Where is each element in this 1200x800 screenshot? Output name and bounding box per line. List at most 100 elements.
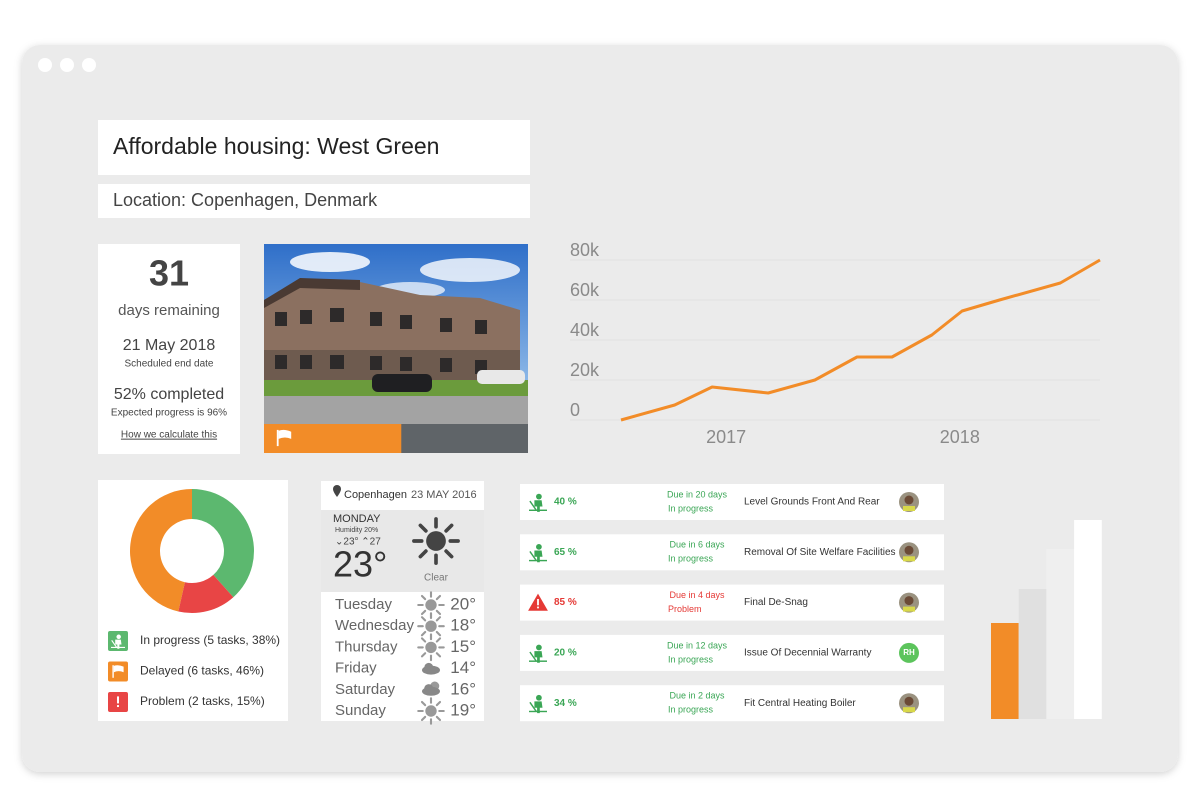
pin-icon [333,485,341,497]
forecast-day: Tuesday [335,596,392,613]
pie-slice [192,489,255,598]
task-percent: 85 % [554,597,577,608]
progress-fill [264,424,402,453]
sun-ray [435,715,442,722]
task-status: In progress [668,503,714,513]
task-status: Problem [668,604,702,614]
avatar-vest [903,506,915,511]
sun-core [425,620,437,632]
task-name: Issue Of Decennial Warranty [744,648,871,659]
legend-swatch [108,661,128,682]
forecast-temp: 19° [450,700,476,719]
sun-icon [417,633,445,662]
flag-cloth [278,429,292,439]
task-due: Due in 4 days [669,590,725,600]
bar [1018,589,1047,719]
task-percent: 40 % [554,497,577,508]
sun-ray [420,594,427,601]
forecast-temp: 18° [450,616,476,635]
task-percent: 20 % [554,648,577,659]
cloud-icon [422,662,440,675]
warning-mark [537,606,539,609]
task-due: Due in 12 days [667,640,728,650]
weather-location: Copenhagen [344,489,407,501]
flag-cloth [113,665,124,673]
sun-core [425,599,437,611]
sun-ray [435,630,442,637]
sun-core [425,705,437,717]
current-temp: 23° [333,544,387,585]
worker-icon [111,634,125,649]
task-name: Level Grounds Front And Rear [744,497,880,508]
forecast-day: Sunday [335,702,386,719]
worker-shovel [529,500,537,511]
forecast-temp: 15° [450,637,476,656]
avatar-vest [903,707,915,713]
task-list: 40 % Due in 20 days In progress Level Groun… [520,484,944,722]
legend-label: Problem (2 tasks, 15%) [140,694,265,708]
site-photo [264,244,528,424]
windows-part [300,310,312,324]
end-date: 21 May 2018 [123,337,216,354]
windows-part [400,315,412,329]
y-tick-label: 60k [570,280,600,300]
sun-ray [420,630,427,637]
task-card [520,634,944,671]
task-row: 40 % Due in 20 days In progress Level Groun… [520,484,944,520]
warning-mark [537,599,539,606]
days-label: days remaining [118,302,220,319]
weather-forecast: Tuesday 20° Wednesday 18° Thursday 15° Friday 1… [335,591,476,725]
avatar-initials: RH [903,648,915,657]
task-card [520,534,944,571]
task-percent: 65 % [554,547,577,558]
avatar-face [904,495,914,505]
windows [275,308,487,374]
low-high: ⌄23° ⌃27 [335,537,381,548]
windows-part [330,308,344,322]
cloud-part [424,684,434,694]
bar [1074,520,1102,719]
pie-slice [178,574,234,614]
task-status: In progress [668,705,714,715]
weather-date: 23 MAY 2016 [411,489,477,501]
progress [264,424,402,453]
sun-core [425,641,437,654]
forecast-temp: 16° [450,679,476,698]
y-tick-label: 20k [570,360,600,380]
location-card [98,184,530,218]
avatar [899,642,919,663]
line-series [620,258,1101,422]
weather-day: MONDAY [333,513,381,525]
roof [264,278,360,308]
worker-shovel [529,701,537,712]
forecast-day: Friday [335,660,377,677]
sun-ray [444,549,454,559]
worker-body [534,701,543,714]
weather-today [321,510,484,592]
car [477,370,525,384]
worker-icon [529,644,547,663]
worker-body [115,639,122,649]
task-status: In progress [668,654,714,664]
sun-icon [412,517,460,565]
bar [991,623,1019,719]
windows-part [275,312,287,326]
y-tick-label: 0 [570,400,580,420]
task-card [520,685,944,722]
pie-slice [130,489,192,612]
sun-icon [417,697,445,725]
windows-part [370,312,382,326]
charts: 0 20k 40k 60k 80k 2017 2018 In progress (5 task… [108,240,1102,719]
calc-link[interactable]: How we calculate this [121,430,217,441]
sun-ray [435,700,442,707]
parking [264,396,528,424]
end-date-label: Scheduled end date [125,359,214,370]
sun-ray [420,652,427,658]
bar [1046,549,1075,719]
project-title: Affordable housing: West Green [113,133,439,159]
cloud-part [424,662,434,672]
worker-shovel [529,550,537,561]
windows-part [300,355,312,369]
sun-ray [435,616,442,622]
